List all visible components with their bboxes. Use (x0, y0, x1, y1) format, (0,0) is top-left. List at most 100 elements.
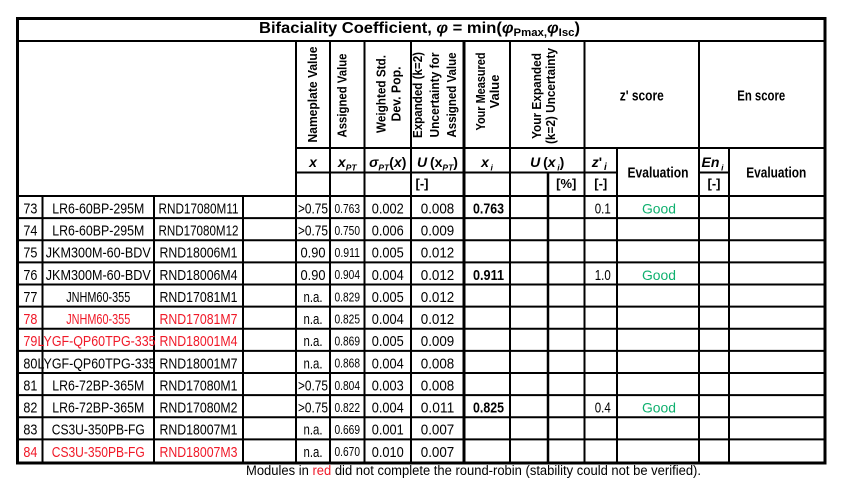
svg-text:0.005: 0.005 (372, 333, 404, 350)
svg-text:[-]: [-] (416, 176, 429, 191)
svg-text:Uncertainty for: Uncertainty for (427, 53, 442, 138)
svg-text:x: x (308, 154, 318, 170)
svg-text:80: 80 (23, 355, 37, 372)
svg-text:0.868: 0.868 (335, 357, 361, 371)
svg-text:CS3U-350PB-FG: CS3U-350PB-FG (52, 444, 145, 461)
svg-text:Expanded (k=2): Expanded (k=2) (410, 52, 425, 138)
svg-text:n.a.: n.a. (304, 333, 323, 350)
svg-text:RND17080M1: RND17080M1 (160, 377, 238, 394)
svg-text:82: 82 (23, 400, 37, 417)
svg-text:1.0: 1.0 (595, 267, 611, 284)
svg-text:Dev. Pop.: Dev. Pop. (388, 67, 403, 122)
svg-text:0.763: 0.763 (473, 200, 504, 217)
svg-text:76: 76 (23, 267, 37, 284)
svg-text:0.004: 0.004 (372, 267, 404, 284)
svg-text:LR6-60BP-295M: LR6-60BP-295M (52, 200, 144, 217)
svg-text:En score: En score (737, 88, 785, 105)
svg-text:Weighted Std.: Weighted Std. (373, 55, 388, 133)
svg-text:0.012: 0.012 (421, 311, 455, 328)
svg-text:73: 73 (23, 200, 37, 217)
svg-text:Good: Good (642, 267, 676, 283)
svg-text:RND18001M4: RND18001M4 (160, 333, 238, 350)
svg-text:74: 74 (23, 223, 37, 240)
svg-text:0.009: 0.009 (421, 223, 455, 240)
svg-text:81: 81 (23, 377, 37, 394)
svg-text:RND18007M3: RND18007M3 (160, 444, 238, 461)
svg-text:z' score: z' score (620, 88, 664, 105)
svg-text:>0.75: >0.75 (298, 400, 328, 417)
svg-text:0.763: 0.763 (335, 202, 361, 216)
svg-text:U (xPT): U (xPT) (417, 154, 458, 173)
svg-text:LR6-72BP-365M: LR6-72BP-365M (52, 400, 144, 417)
svg-text:0.008: 0.008 (421, 377, 455, 394)
svg-text:En i: En i (702, 154, 725, 173)
svg-text:83: 83 (23, 422, 37, 439)
svg-text:0.670: 0.670 (335, 445, 361, 459)
svg-text:75: 75 (23, 245, 37, 262)
svg-text:0.005: 0.005 (372, 245, 404, 262)
svg-text:0.009: 0.009 (421, 333, 455, 350)
svg-text:0.869: 0.869 (335, 335, 361, 349)
svg-text:U (x i): U (x i) (530, 154, 564, 173)
svg-text:0.011: 0.011 (421, 400, 455, 417)
svg-text:0.904: 0.904 (335, 268, 361, 282)
svg-text:RND18006M1: RND18006M1 (160, 245, 238, 262)
svg-text:RND17081M1: RND17081M1 (160, 289, 238, 306)
svg-text:LYGF-QP60TPG-335: LYGF-QP60TPG-335 (38, 333, 156, 350)
svg-text:0.012: 0.012 (421, 289, 455, 306)
svg-text:LYGF-QP60TPG-335: LYGF-QP60TPG-335 (38, 355, 156, 372)
svg-text:Assigned Value: Assigned Value (444, 53, 459, 138)
svg-text:[-]: [-] (708, 176, 721, 191)
svg-text:0.008: 0.008 (421, 200, 455, 217)
svg-text:RND18006M4: RND18006M4 (160, 267, 238, 284)
svg-text:[%]: [%] (556, 176, 576, 191)
svg-text:n.a.: n.a. (304, 422, 323, 439)
svg-text:0.825: 0.825 (335, 312, 361, 326)
svg-text:0.4: 0.4 (595, 400, 611, 417)
svg-text:Assigned Value: Assigned Value (335, 54, 350, 138)
svg-text:σPT(x): σPT(x) (369, 154, 406, 173)
svg-text:Your Expanded: Your Expanded (529, 53, 544, 139)
svg-text:0.010: 0.010 (372, 444, 404, 461)
svg-text:77: 77 (23, 289, 37, 306)
svg-text:n.a.: n.a. (304, 289, 323, 306)
svg-text:Nameplate Value: Nameplate Value (305, 47, 320, 143)
svg-text:0.829: 0.829 (335, 290, 361, 304)
svg-text:LR6-60BP-295M: LR6-60BP-295M (52, 223, 144, 240)
svg-text:LR6-72BP-365M: LR6-72BP-365M (52, 377, 144, 394)
svg-text:84: 84 (23, 444, 37, 461)
svg-text:0.004: 0.004 (372, 355, 404, 372)
svg-text:0.911: 0.911 (335, 246, 361, 260)
svg-text:Modules in red did not complet: Modules in red did not complete the roun… (246, 463, 701, 478)
svg-text:(k=2) Uncertainty: (k=2) Uncertainty (543, 47, 558, 144)
svg-text:0.911: 0.911 (473, 267, 504, 284)
svg-text:0.012: 0.012 (421, 267, 455, 284)
svg-text:RND17081M7: RND17081M7 (160, 311, 238, 328)
svg-text:JNHM60-355: JNHM60-355 (66, 289, 130, 306)
svg-text:CS3U-350PB-FG: CS3U-350PB-FG (52, 422, 145, 439)
svg-text:0.004: 0.004 (372, 311, 404, 328)
svg-text:JKM300M-60-BDV: JKM300M-60-BDV (46, 267, 151, 284)
svg-text:Bifaciality Coefficient, φ = m: Bifaciality Coefficient, φ = min(φPmax,φ… (259, 20, 580, 39)
svg-text:x i: x i (480, 154, 493, 173)
svg-text:xPT: xPT (337, 154, 357, 173)
svg-text:JKM300M-60-BDV: JKM300M-60-BDV (46, 245, 151, 262)
svg-text:[-]: [-] (594, 176, 607, 191)
svg-text:0.804: 0.804 (335, 379, 361, 393)
svg-text:Evaluation: Evaluation (746, 165, 806, 182)
svg-text:Value: Value (487, 75, 502, 109)
svg-text:0.007: 0.007 (421, 444, 455, 461)
svg-text:0.750: 0.750 (335, 224, 361, 238)
svg-text:0.825: 0.825 (473, 400, 504, 417)
svg-text:0.012: 0.012 (421, 245, 455, 262)
svg-text:RND17080M11: RND17080M11 (159, 200, 239, 217)
svg-text:0.669: 0.669 (335, 423, 361, 437)
svg-text:0.1: 0.1 (595, 200, 611, 217)
svg-text:Evaluation: Evaluation (628, 165, 689, 182)
svg-text:RND18001M7: RND18001M7 (160, 355, 238, 372)
svg-text:0.005: 0.005 (372, 289, 404, 306)
svg-text:n.a.: n.a. (304, 311, 323, 328)
svg-text:0.90: 0.90 (301, 245, 326, 262)
svg-text:z' i: z' i (591, 154, 607, 173)
svg-text:0.008: 0.008 (421, 355, 455, 372)
